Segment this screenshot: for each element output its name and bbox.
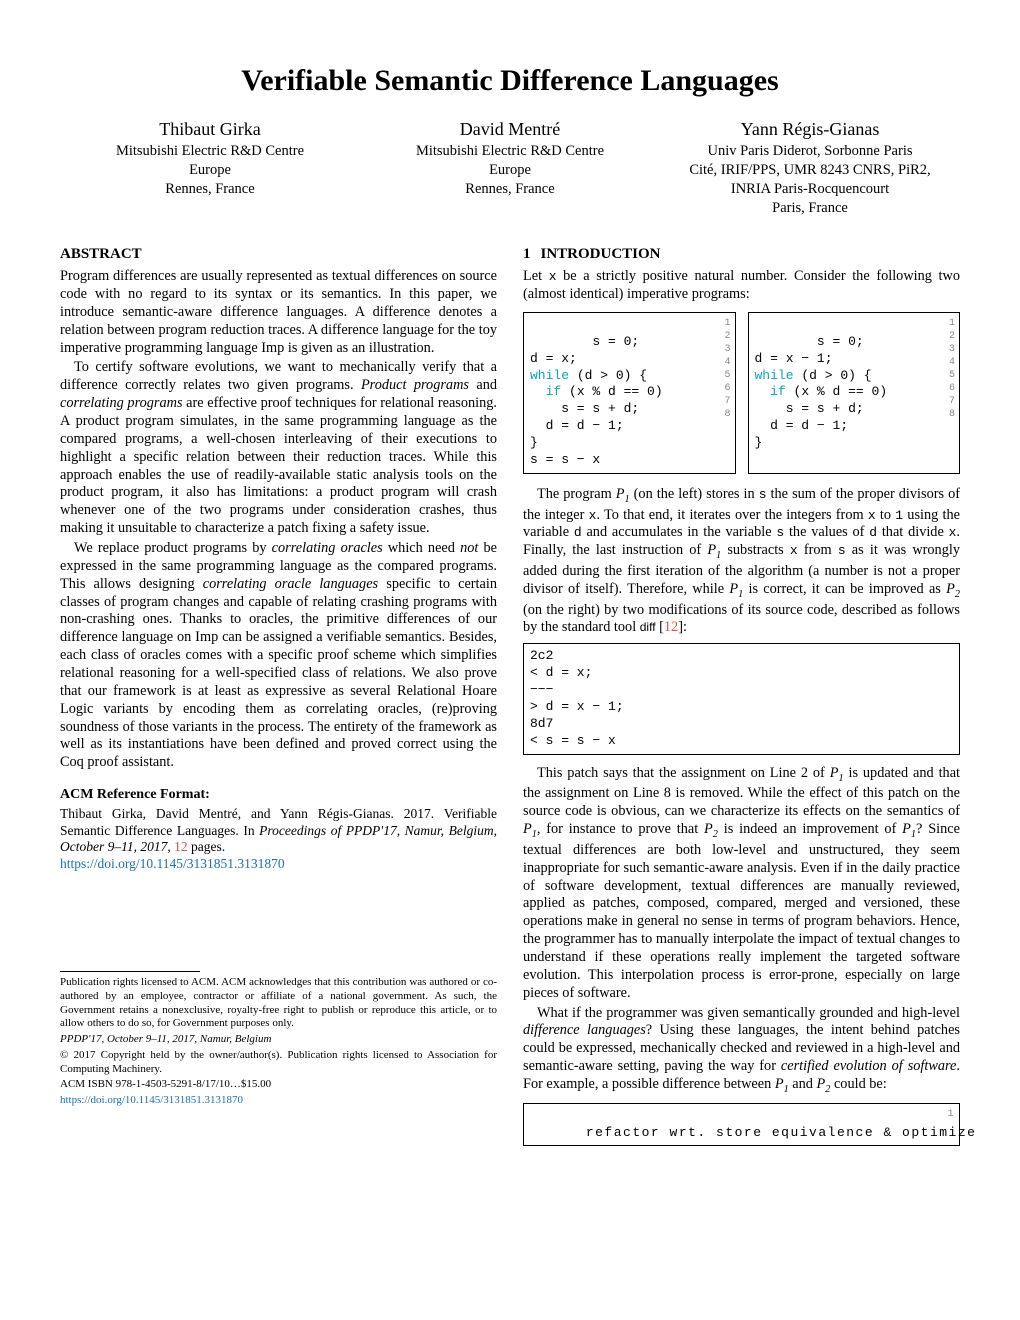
intro-para-2: The program P1 (on the left) stores in s…	[523, 486, 960, 637]
acm-ref-heading: ACM Reference Format:	[60, 786, 497, 804]
refactor-box: 1refactor wrt. store equivalence & optim…	[523, 1103, 960, 1147]
author-name: David Mentré	[360, 118, 660, 141]
line-numbers: 1	[947, 1108, 955, 1121]
abstract-para-1: Program differences are usually represen…	[60, 268, 497, 357]
section-number: 1	[523, 245, 531, 264]
intro-para-4: What if the programmer was given semanti…	[523, 1005, 960, 1097]
left-column: ABSTRACT Program differences are usually…	[60, 241, 497, 1156]
author-affil: Mitsubishi Electric R&D Centre Europe Re…	[60, 142, 360, 199]
doi-link[interactable]: https://doi.org/10.1145/3131851.3131870	[60, 856, 285, 871]
code-pair: 1 2 3 4 5 6 7 8s = 0; d = x; while (d > …	[523, 312, 960, 474]
author-affil: Mitsubishi Electric R&D Centre Europe Re…	[360, 142, 660, 199]
intro-para-3: This patch says that the assignment on L…	[523, 765, 960, 1003]
author-3: Yann Régis-Gianas Univ Paris Diderot, So…	[660, 118, 960, 218]
code-left: 1 2 3 4 5 6 7 8s = 0; d = x; while (d > …	[523, 312, 736, 474]
author-2: David Mentré Mitsubishi Electric R&D Cen…	[360, 118, 660, 218]
acm-ref-text: Thibaut Girka, David Mentré, and Yann Ré…	[60, 806, 497, 874]
author-name: Yann Régis-Gianas	[660, 118, 960, 141]
line-numbers: 1 2 3 4 5 6 7 8	[949, 317, 955, 421]
code-right: 1 2 3 4 5 6 7 8s = 0; d = x − 1; while (…	[748, 312, 961, 474]
diff-box: 2c2 < d = x; −−− > d = x − 1; 8d7 < s = …	[523, 643, 960, 754]
line-numbers: 1 2 3 4 5 6 7 8	[724, 317, 730, 421]
intro-heading: 1INTRODUCTION	[523, 245, 960, 264]
footnote-rights: Publication rights licensed to ACM. ACM …	[60, 976, 497, 1031]
intro-para-1: Let x be a strictly positive natural num…	[523, 268, 960, 304]
author-affil: Univ Paris Diderot, Sorbonne Paris Cité,…	[660, 142, 960, 217]
right-column: 1INTRODUCTION Let x be a strictly positi…	[523, 241, 960, 1156]
footnote-isbn: ACM ISBN 978-1-4503-5291-8/17/10…$15.00	[60, 1078, 497, 1092]
footnote-doi-link[interactable]: https://doi.org/10.1145/3131851.3131870	[60, 1094, 243, 1106]
author-name: Thibaut Girka	[60, 118, 360, 141]
footnote-block: Publication rights licensed to ACM. ACM …	[60, 976, 497, 1108]
footnote-separator	[60, 971, 200, 972]
abstract-heading: ABSTRACT	[60, 245, 497, 264]
abstract-para-3: We replace product programs by correlati…	[60, 540, 497, 772]
author-1: Thibaut Girka Mitsubishi Electric R&D Ce…	[60, 118, 360, 218]
paper-title: Verifiable Semantic Difference Languages	[60, 62, 960, 100]
footnote-conf: PPDP'17, October 9–11, 2017, Namur, Belg…	[60, 1033, 497, 1047]
abstract-para-2: To certify software evolutions, we want …	[60, 359, 497, 538]
authors-block: Thibaut Girka Mitsubishi Electric R&D Ce…	[60, 118, 960, 218]
two-column-body: ABSTRACT Program differences are usually…	[60, 241, 960, 1156]
footnote-copyright: © 2017 Copyright held by the owner/autho…	[60, 1049, 497, 1077]
